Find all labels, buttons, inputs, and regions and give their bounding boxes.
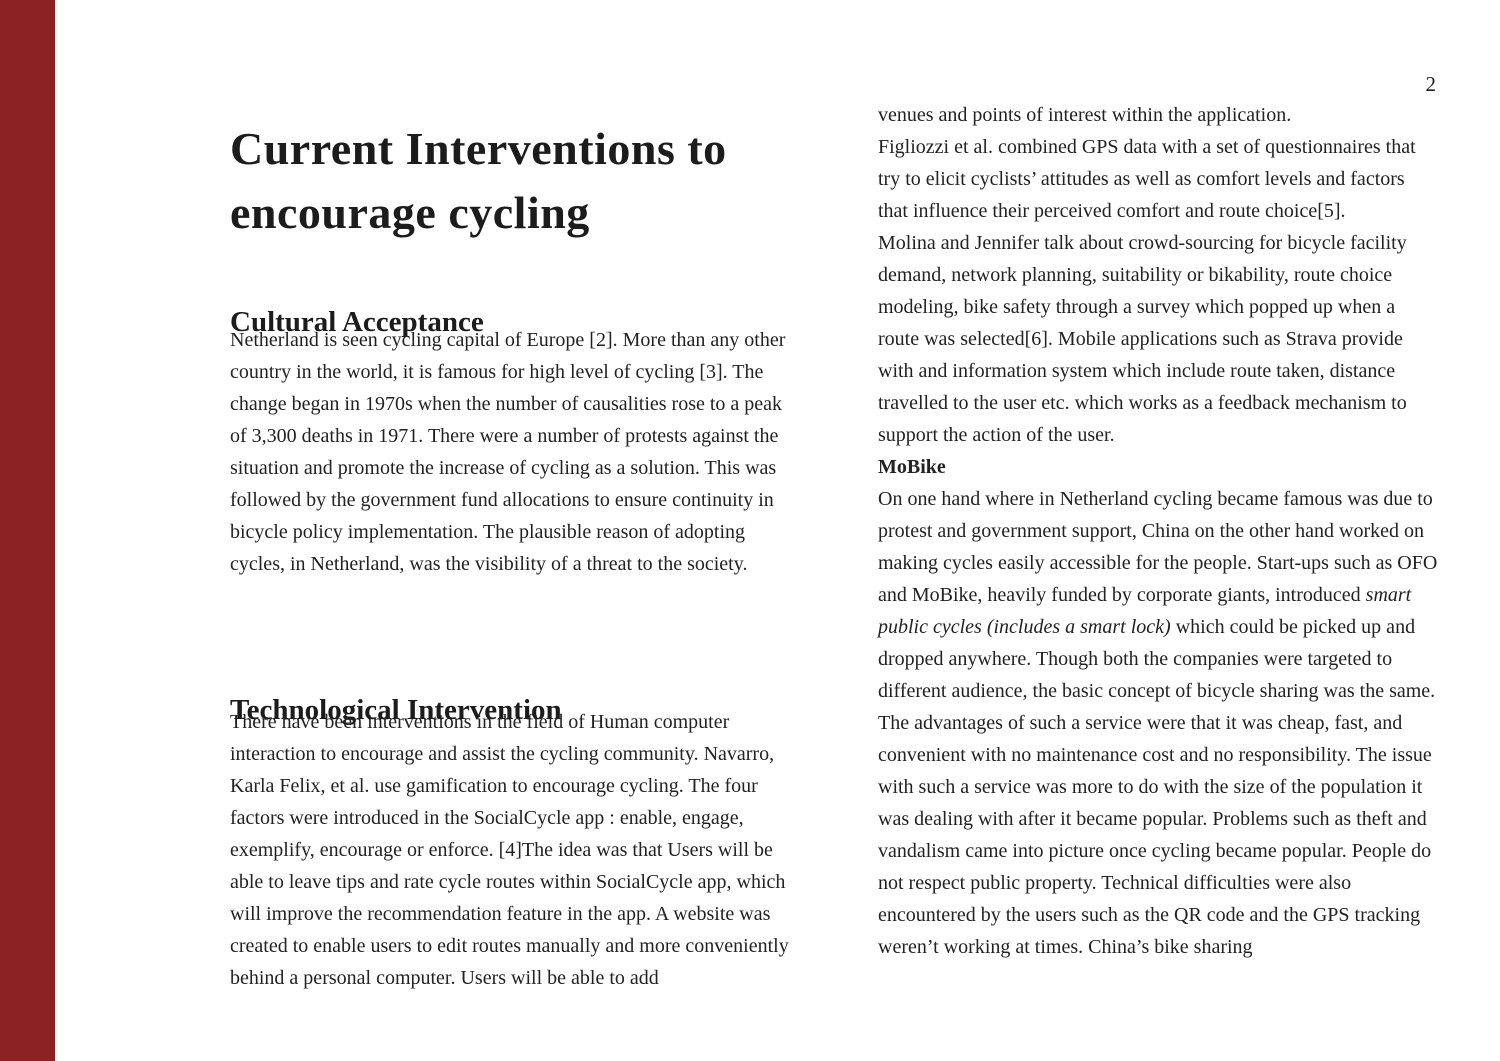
section-heading-cultural-acceptance: Cultural Acceptance — [230, 306, 484, 339]
paragraph-figliozzi: Figliozzi et al. combined GPS data with … — [878, 136, 1416, 222]
left-edge-accent-bar — [0, 0, 55, 1061]
paragraph-molina: Molina and Jennifer talk about crowd-sou… — [878, 232, 1407, 446]
page-number: 2 — [1425, 72, 1437, 96]
mobike-text-after-italic: which could be picked up and dropped any… — [878, 616, 1436, 958]
paragraph-mobike: On one hand where in Netherland cycling … — [878, 483, 1438, 963]
section-heading-technological-intervention: Technological Intervention — [230, 694, 562, 727]
right-column: venues and points of interest within the… — [878, 99, 1438, 963]
section-body-cultural-acceptance: Netherland is seen cycling capital of Eu… — [230, 329, 786, 575]
paragraph-venues: venues and points of interest within the… — [878, 104, 1292, 126]
section-body-technological-intervention: There have been interventions in the fie… — [230, 711, 789, 989]
page-title: Current Interventions to encourage cycli… — [230, 122, 727, 238]
mobike-text-before-italic: On one hand where in Netherland cycling … — [878, 488, 1438, 606]
mobike-italic-phrase: smart public cycles (includes a smart lo… — [878, 584, 1412, 638]
subsection-heading-mobike: MoBike — [878, 456, 946, 478]
